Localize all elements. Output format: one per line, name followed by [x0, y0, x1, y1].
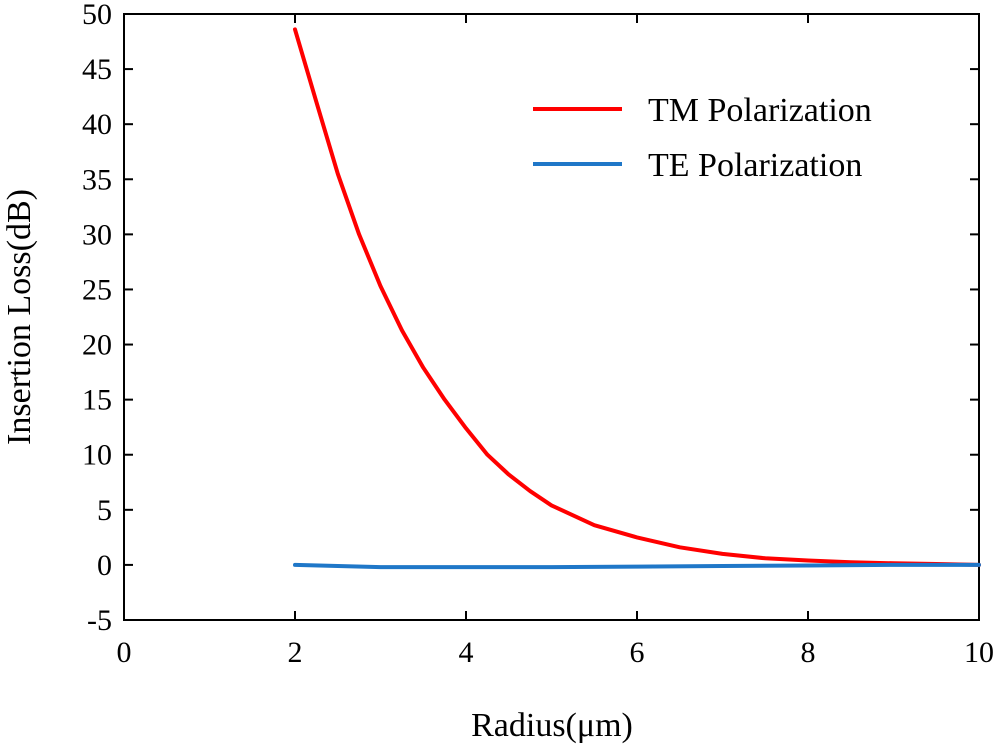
- y-tick-label: 50: [82, 0, 112, 31]
- plot-frame: [123, 13, 980, 621]
- y-tick-label: 35: [82, 163, 112, 196]
- x-axis-title: Radius(μm): [471, 707, 633, 744]
- y-tick-label: 20: [82, 329, 112, 362]
- x-tick-label: 2: [288, 636, 303, 669]
- x-tick-label: 6: [630, 636, 645, 669]
- series-line-tm: [293, 27, 981, 567]
- x-tick-label: 8: [801, 636, 816, 669]
- y-tick-label: 40: [82, 108, 112, 141]
- x-tick-label: 10: [964, 636, 994, 669]
- y-tick-label: 15: [82, 384, 112, 417]
- y-tick-label: 10: [82, 439, 112, 472]
- y-axis-title: Insertion Loss(dB): [1, 189, 38, 445]
- x-tick-label: 0: [117, 636, 132, 669]
- legend: TM Polarization TE Polarization: [533, 92, 872, 184]
- y-tick-label: -5: [87, 604, 112, 637]
- legend-label-tm: TM Polarization: [648, 92, 872, 129]
- x-tick-label: 4: [459, 636, 474, 669]
- y-tick-label: 45: [82, 53, 112, 86]
- series-line-te: [293, 562, 981, 570]
- y-tick-label: 0: [97, 549, 112, 582]
- y-tick-label: 30: [82, 218, 112, 251]
- axis-ticks: [123, 13, 980, 621]
- legend-label-te: TE Polarization: [648, 147, 862, 184]
- y-tick-label: 25: [82, 273, 112, 306]
- series-layer: [293, 27, 981, 570]
- y-tick-label: 5: [97, 494, 112, 527]
